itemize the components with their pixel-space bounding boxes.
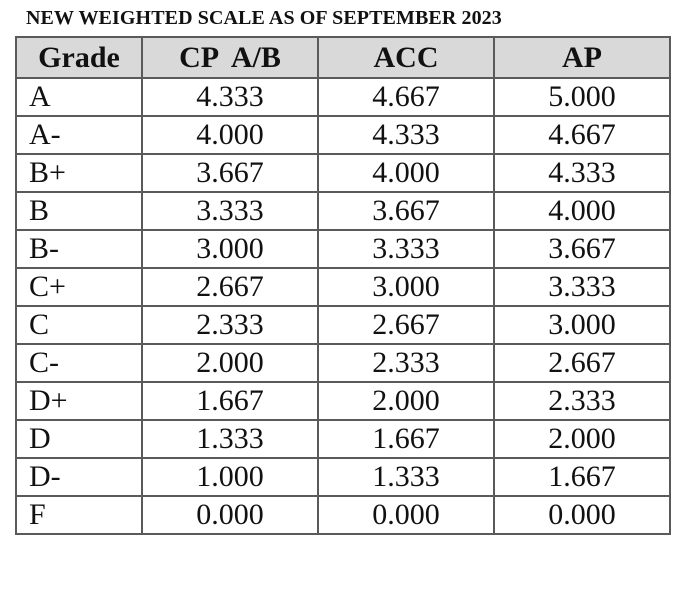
cell-ap: 3.000 xyxy=(493,305,671,345)
cell-ap: 0.000 xyxy=(493,495,671,535)
cell-grade: C+ xyxy=(15,267,143,307)
cell-grade: D+ xyxy=(15,381,143,421)
cell-ap: 2.000 xyxy=(493,419,671,459)
cell-acc: 4.333 xyxy=(317,115,495,155)
cell-acc: 3.000 xyxy=(317,267,495,307)
header-cp-ab: CP A/B xyxy=(141,36,319,79)
table-row: D- 1.000 1.333 1.667 xyxy=(15,457,671,497)
cell-ap: 5.000 xyxy=(493,77,671,117)
cell-acc: 3.667 xyxy=(317,191,495,231)
cell-ap: 4.000 xyxy=(493,191,671,231)
cell-acc: 4.667 xyxy=(317,77,495,117)
table-row: B+ 3.667 4.000 4.333 xyxy=(15,153,671,193)
cell-cp-ab: 4.000 xyxy=(141,115,319,155)
cell-grade: B+ xyxy=(15,153,143,193)
cell-grade: D- xyxy=(15,457,143,497)
cell-acc: 1.333 xyxy=(317,457,495,497)
header-ap: AP xyxy=(493,36,671,79)
cell-acc: 2.333 xyxy=(317,343,495,383)
cell-ap: 3.667 xyxy=(493,229,671,269)
cell-acc: 2.667 xyxy=(317,305,495,345)
cell-acc: 1.667 xyxy=(317,419,495,459)
cell-ap: 4.333 xyxy=(493,153,671,193)
cell-grade: C- xyxy=(15,343,143,383)
table-row: C- 2.000 2.333 2.667 xyxy=(15,343,671,383)
table-row: C+ 2.667 3.000 3.333 xyxy=(15,267,671,307)
cell-acc: 3.333 xyxy=(317,229,495,269)
cell-grade: A xyxy=(15,77,143,117)
cell-cp-ab: 1.667 xyxy=(141,381,319,421)
header-grade: Grade xyxy=(15,36,143,79)
cell-cp-ab: 3.000 xyxy=(141,229,319,269)
cell-cp-ab: 1.000 xyxy=(141,457,319,497)
cell-cp-ab: 2.333 xyxy=(141,305,319,345)
table-title: NEW WEIGHTED SCALE AS OF SEPTEMBER 2023 xyxy=(26,7,502,29)
table-row: A- 4.000 4.333 4.667 xyxy=(15,115,671,155)
grade-scale-table: Grade CP A/B ACC AP A 4.333 4.667 5.000 A- 4.… xyxy=(15,36,671,535)
table-row: C 2.333 2.667 3.000 xyxy=(15,305,671,345)
cell-grade: B- xyxy=(15,229,143,269)
cell-cp-ab: 2.667 xyxy=(141,267,319,307)
table-row: B 3.333 3.667 4.000 xyxy=(15,191,671,231)
cell-cp-ab: 4.333 xyxy=(141,77,319,117)
cell-cp-ab: 0.000 xyxy=(141,495,319,535)
cell-cp-ab: 1.333 xyxy=(141,419,319,459)
cell-grade: D xyxy=(15,419,143,459)
cell-acc: 4.000 xyxy=(317,153,495,193)
cell-grade: F xyxy=(15,495,143,535)
header-row: Grade CP A/B ACC AP xyxy=(15,36,671,79)
table-row: A 4.333 4.667 5.000 xyxy=(15,77,671,117)
table-row: B- 3.000 3.333 3.667 xyxy=(15,229,671,269)
cell-cp-ab: 2.000 xyxy=(141,343,319,383)
cell-acc: 2.000 xyxy=(317,381,495,421)
table-row: D 1.333 1.667 2.000 xyxy=(15,419,671,459)
cell-ap: 2.667 xyxy=(493,343,671,383)
cell-ap: 2.333 xyxy=(493,381,671,421)
cell-ap: 1.667 xyxy=(493,457,671,497)
cell-grade: B xyxy=(15,191,143,231)
cell-acc: 0.000 xyxy=(317,495,495,535)
cell-ap: 3.333 xyxy=(493,267,671,307)
table-row: F 0.000 0.000 0.000 xyxy=(15,495,671,535)
table-row: D+ 1.667 2.000 2.333 xyxy=(15,381,671,421)
cell-cp-ab: 3.333 xyxy=(141,191,319,231)
table-body: A 4.333 4.667 5.000 A- 4.000 4.333 4.667 B+ 3.667… xyxy=(15,77,671,535)
header-acc: ACC xyxy=(317,36,495,79)
cell-grade: C xyxy=(15,305,143,345)
cell-cp-ab: 3.667 xyxy=(141,153,319,193)
cell-grade: A- xyxy=(15,115,143,155)
cell-ap: 4.667 xyxy=(493,115,671,155)
